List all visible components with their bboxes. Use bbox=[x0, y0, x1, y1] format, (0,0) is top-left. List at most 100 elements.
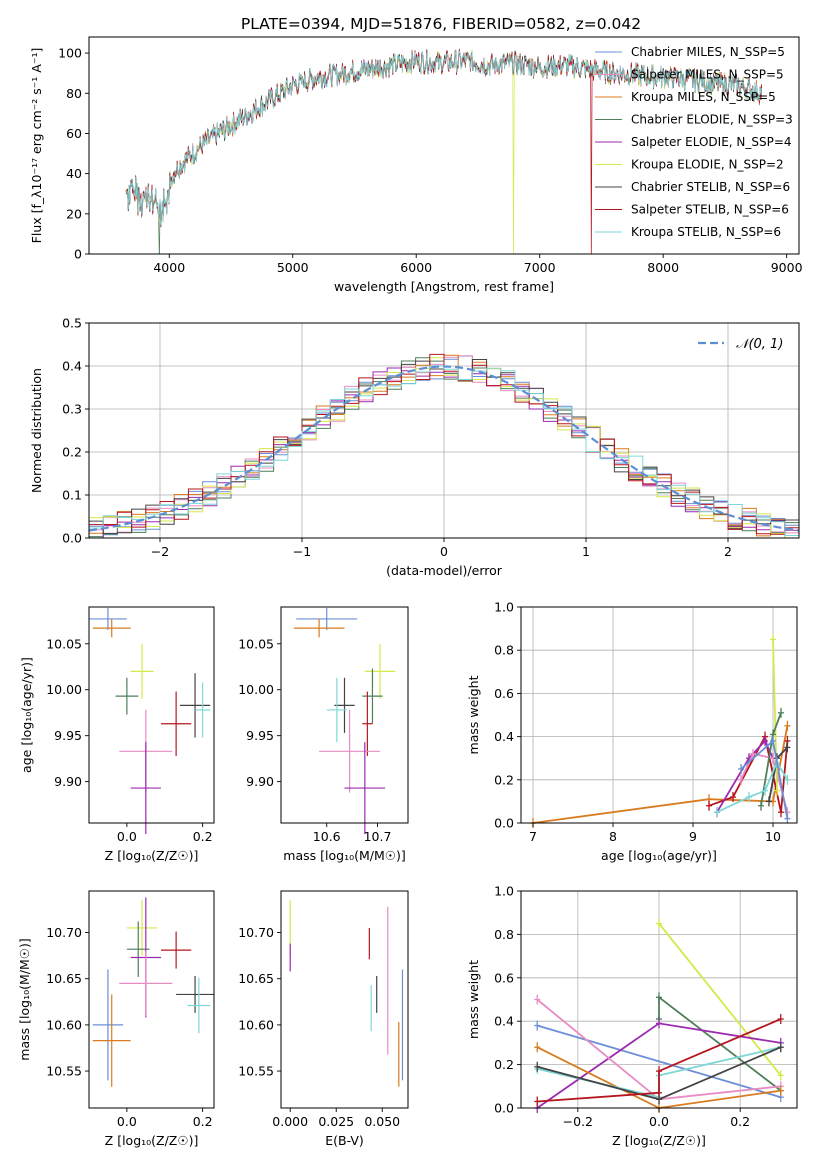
errorbars bbox=[89, 607, 211, 835]
y-tick-label: 100 bbox=[58, 46, 82, 61]
mass_vs_EBV-axes: 0.000 0.025 0.050 10.55 10.60 10.65 10.70 E(B-V… bbox=[238, 890, 409, 1148]
mass-weight-line bbox=[537, 1018, 782, 1103]
errorbar-point bbox=[115, 677, 139, 715]
errorbar-point bbox=[187, 977, 211, 1034]
y-tick-label: 0.1 bbox=[62, 488, 82, 503]
y-tick-label: 0.2 bbox=[62, 445, 82, 460]
errorbar-point bbox=[130, 742, 161, 835]
x-tick-label: 5000 bbox=[277, 260, 309, 275]
errorbar-point bbox=[344, 742, 386, 835]
x-tick-label: 0.0 bbox=[117, 1114, 137, 1129]
errorbar-point bbox=[130, 643, 154, 699]
y-tick-label: 9.90 bbox=[54, 774, 82, 789]
x-tick-label: 0.025 bbox=[318, 1114, 354, 1129]
x-tick-label: 7 bbox=[529, 829, 537, 844]
errorbar-point bbox=[92, 618, 131, 638]
age_vs_mass-axes: 10.6 10.7 9.90 9.95 10.00 10.05 mass [log₁₀(M/… bbox=[238, 606, 409, 863]
x-tick-label: 0.2 bbox=[193, 1114, 213, 1129]
x-tick-label: −0.2 bbox=[563, 1114, 593, 1129]
x-axis-label: Z [log₁₀(Z/Z☉)] bbox=[105, 1133, 199, 1148]
errorbar-point bbox=[119, 951, 173, 1016]
y-tick-label: 1.0 bbox=[494, 600, 514, 615]
y-tick-label: 0 bbox=[74, 247, 82, 262]
x-tick-label: 9 bbox=[689, 829, 697, 844]
errorbar-point bbox=[92, 994, 131, 1087]
y-tick-label: 0.0 bbox=[494, 816, 514, 831]
x-tick-label: 0.0 bbox=[649, 1114, 669, 1129]
errorbar-point bbox=[179, 673, 211, 738]
legend-label: Chabrier STELIB, N_SSP=6 bbox=[631, 180, 790, 194]
y-tick-label: 10.00 bbox=[46, 682, 82, 697]
plots: 4000 5000 6000 7000 8000 9000020406080100wave… bbox=[17, 36, 803, 1148]
mass-weight-line bbox=[536, 1024, 782, 1099]
errorbar-point bbox=[296, 607, 358, 630]
legend-label: Chabrier MILES, N_SSP=5 bbox=[631, 45, 785, 59]
y-axis-label: mass weight bbox=[466, 960, 481, 1039]
x-tick-label: 10.7 bbox=[364, 829, 392, 844]
y-tick-label: 10.60 bbox=[46, 1017, 82, 1032]
legend-label: Kroupa STELIB, N_SSP=6 bbox=[631, 225, 781, 239]
axes-frame bbox=[88, 890, 215, 1109]
x-tick-label: 0.2 bbox=[730, 1114, 750, 1129]
mass-weight-line bbox=[532, 725, 789, 824]
y-tick-label: 0.2 bbox=[494, 772, 514, 787]
x-tick-label: 0.0 bbox=[117, 829, 137, 844]
y-tick-label: 10.65 bbox=[238, 971, 274, 986]
y-tick-label: 9.90 bbox=[246, 774, 274, 789]
axes-frame bbox=[280, 606, 409, 824]
errorbars bbox=[92, 897, 214, 1087]
mass-weight-line bbox=[658, 995, 782, 1092]
y-tick-label: 9.95 bbox=[246, 728, 274, 743]
legend-label: Salpeter ELODIE, N_SSP=4 bbox=[631, 135, 792, 149]
normal-curve bbox=[89, 365, 799, 532]
x-tick-label: 0.050 bbox=[364, 1114, 400, 1129]
y-axis-label: Normed distribution bbox=[29, 368, 44, 493]
massweight_vs_Z-axes: −0.2 0.0 0.2 0.0 0.2 0.4 0.6 0.8 1.0 Z [log₁₀(Z/Z… bbox=[466, 884, 798, 1148]
axes-frame bbox=[88, 606, 215, 824]
errorbar-point bbox=[160, 931, 192, 969]
x-tick-label: 7000 bbox=[524, 260, 556, 275]
errorbar-point bbox=[334, 677, 355, 733]
errorbar-point bbox=[195, 682, 211, 738]
errorbars bbox=[293, 607, 396, 835]
mass-weight-line bbox=[740, 752, 789, 813]
errorbar-point bbox=[92, 969, 124, 1081]
y-tick-label: 0.4 bbox=[494, 1014, 514, 1029]
x-tick-label: 10.6 bbox=[313, 829, 341, 844]
errorbar-point bbox=[319, 709, 381, 793]
x-tick-label: 0 bbox=[440, 544, 448, 559]
x-tick-label: 0.000 bbox=[272, 1114, 308, 1129]
y-tick-label: 0.2 bbox=[494, 1057, 514, 1072]
y-axis-label: mass weight bbox=[466, 675, 481, 754]
x-axis-label: Z [log₁₀(Z/Z☉)] bbox=[105, 848, 199, 863]
y-tick-label: 0.0 bbox=[62, 531, 82, 546]
spectrum-axes: 4000 5000 6000 7000 8000 9000 0 20 40 60 80 100 wave… bbox=[29, 36, 803, 294]
legend: Chabrier MILES, N_SSP=5 Salpeter MILES, N… bbox=[595, 45, 793, 239]
legend-label: Kroupa ELODIE, N_SSP=2 bbox=[631, 158, 784, 172]
y-tick-label: 60 bbox=[66, 126, 82, 141]
x-tick-label: −1 bbox=[293, 544, 311, 559]
axes-frame bbox=[520, 606, 798, 824]
mass-weight-line bbox=[658, 922, 782, 1077]
legend-label: Kroupa MILES, N_SSP=5 bbox=[631, 90, 776, 104]
x-tick-label: 1 bbox=[582, 544, 590, 559]
mass-weight-lines bbox=[530, 634, 791, 828]
y-tick-label: 10.05 bbox=[238, 636, 274, 651]
x-tick-label: 6000 bbox=[400, 260, 432, 275]
y-tick-label: 10.00 bbox=[238, 682, 274, 697]
y-tick-label: 1.0 bbox=[494, 884, 514, 899]
x-tick-label: 2 bbox=[724, 544, 732, 559]
legend-label: 𝒩(0, 1) bbox=[736, 337, 783, 352]
legend-label: Chabrier ELODIE, N_SSP=3 bbox=[631, 113, 793, 127]
y-tick-label: 0.6 bbox=[494, 970, 514, 985]
errorbars bbox=[289, 900, 404, 1087]
x-axis-label: E(B-V) bbox=[325, 1133, 364, 1148]
y-tick-label: 20 bbox=[66, 206, 82, 221]
x-axis-label: age [log₁₀(age/yr)] bbox=[601, 848, 717, 863]
x-tick-label: 8000 bbox=[647, 260, 679, 275]
spectrum-lines bbox=[125, 48, 763, 254]
y-tick-label: 0.0 bbox=[494, 1101, 514, 1116]
spectrum-title: PLATE=0394, MJD=51876, FIBERID=0582, z=0… bbox=[241, 15, 641, 33]
y-tick-label: 10.70 bbox=[238, 925, 274, 940]
y-tick-label: 10.55 bbox=[238, 1064, 274, 1079]
